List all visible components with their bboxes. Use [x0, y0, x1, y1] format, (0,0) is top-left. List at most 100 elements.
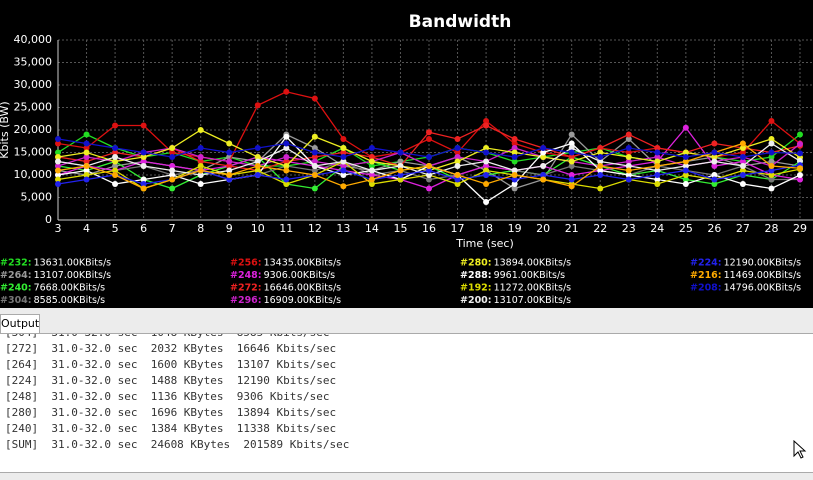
point-marker: [112, 163, 119, 169]
point-marker: [397, 149, 404, 156]
point-marker: [797, 165, 803, 172]
point-marker: [711, 172, 718, 178]
x-tick-label: 29: [793, 222, 807, 235]
point-marker: [768, 158, 775, 165]
point-marker: [682, 124, 689, 131]
point-marker: [311, 172, 318, 178]
legend-value: 16909.00KBits/s: [264, 295, 342, 306]
x-tick-label: 6: [140, 222, 147, 235]
point-marker: [797, 172, 803, 178]
output-tab[interactable]: Output: [0, 314, 40, 333]
point-marker: [540, 176, 547, 183]
point-marker: [397, 167, 404, 174]
point-marker: [625, 158, 632, 165]
legend-value: 8585.00KBits/s: [34, 295, 106, 306]
x-tick-label: 7: [169, 222, 176, 235]
point-marker: [454, 181, 461, 187]
point-marker: [254, 172, 261, 178]
legend-name: #296:: [230, 295, 262, 306]
point-marker: [540, 145, 547, 151]
x-tick-label: 20: [536, 222, 550, 235]
point-marker: [169, 145, 176, 151]
point-marker: [625, 154, 632, 160]
point-marker: [311, 133, 318, 140]
point-marker: [368, 167, 375, 174]
point-marker: [768, 154, 775, 160]
point-marker: [483, 145, 490, 151]
point-marker: [311, 145, 318, 151]
point-marker: [739, 158, 746, 165]
point-marker: [568, 163, 575, 169]
point-marker: [426, 167, 432, 174]
point-marker: [368, 158, 375, 165]
point-marker: [483, 122, 490, 129]
point-marker: [112, 154, 119, 160]
point-marker: [511, 181, 518, 187]
point-marker: [682, 172, 689, 178]
point-marker: [368, 172, 375, 178]
point-marker: [568, 140, 575, 147]
point-marker: [169, 163, 176, 169]
point-marker: [112, 158, 119, 165]
point-marker: [739, 167, 746, 174]
y-axis-label: Kbits (BW): [0, 101, 11, 158]
point-marker: [711, 158, 718, 165]
x-tick-label: 21: [565, 222, 579, 235]
point-marker: [226, 163, 233, 169]
point-marker: [682, 163, 689, 169]
legend-name: #304:: [0, 295, 32, 306]
legend-name: #200:: [460, 295, 492, 306]
legend-name: #216:: [690, 270, 722, 281]
point-marker: [169, 167, 176, 174]
point-marker: [311, 158, 318, 165]
x-tick-label: 15: [393, 222, 407, 235]
output-line: [280] 31.0-32.0 sec 1696 KBytes 13894 Kb…: [5, 406, 337, 419]
point-marker: [83, 140, 90, 147]
point-marker: [454, 176, 461, 183]
point-marker: [169, 172, 176, 178]
y-tick-label: 40,000: [14, 33, 53, 46]
point-marker: [625, 163, 632, 169]
legend-name: #288:: [460, 270, 492, 281]
point-marker: [682, 149, 689, 156]
point-marker: [283, 181, 290, 187]
point-marker: [140, 163, 147, 169]
x-tick-label: 16: [422, 222, 436, 235]
point-marker: [311, 163, 318, 169]
point-marker: [597, 149, 604, 156]
point-marker: [597, 163, 604, 169]
point-marker: [283, 133, 290, 140]
point-marker: [625, 149, 632, 156]
point-marker: [511, 176, 518, 183]
point-marker: [197, 181, 204, 187]
point-marker: [739, 163, 746, 169]
legend-value: 12190.00KBits/s: [724, 258, 802, 269]
point-marker: [768, 136, 775, 142]
point-marker: [454, 158, 461, 165]
point-marker: [112, 167, 119, 174]
point-marker: [654, 172, 661, 178]
point-marker: [454, 136, 461, 142]
point-marker: [540, 149, 547, 156]
point-marker: [654, 181, 661, 187]
point-marker: [226, 167, 233, 174]
point-marker: [55, 140, 61, 147]
legend-value: 11469.00KBits/s: [724, 270, 802, 281]
point-marker: [739, 181, 746, 187]
x-tick-label: 27: [736, 222, 750, 235]
point-marker: [568, 183, 575, 190]
point-marker: [768, 149, 775, 156]
point-marker: [197, 154, 204, 160]
output-line: [224] 31.0-32.0 sec 1488 KBytes 12190 Kb…: [5, 374, 337, 387]
point-marker: [340, 158, 347, 165]
point-marker: [140, 149, 147, 156]
x-tick-label: 18: [479, 222, 493, 235]
x-tick-label: 10: [251, 222, 265, 235]
x-tick-label: 23: [622, 222, 636, 235]
x-tick-label: 22: [593, 222, 607, 235]
point-marker: [711, 140, 718, 147]
point-marker: [254, 163, 261, 169]
output-line: [304] 31.0-32.0 sec 1048 KBytes 8585 Kbi…: [5, 334, 330, 339]
point-marker: [682, 158, 689, 165]
point-marker: [55, 181, 61, 187]
